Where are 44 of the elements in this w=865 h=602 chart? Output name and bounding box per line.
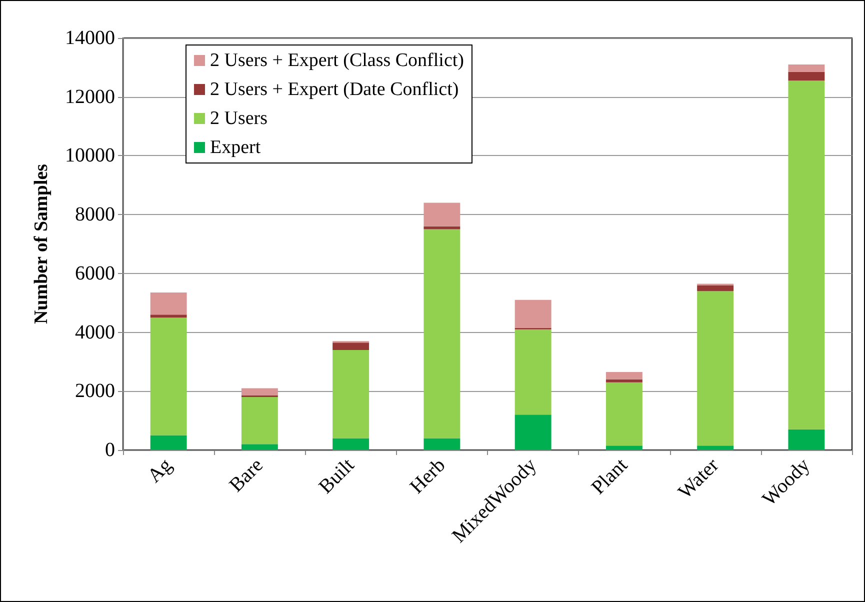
bar [606,382,642,446]
x-tick-label: Herb [406,454,450,498]
y-tick-label: 12000 [65,86,115,108]
bar [606,379,642,382]
bar [241,397,278,444]
bar [424,202,460,226]
bar [788,64,825,72]
bar [150,435,187,450]
bar [332,350,370,438]
bar [788,429,825,450]
y-axis-title: Number of Samples [31,164,52,324]
legend-label: 2 Users + Expert (Class Conflict) [210,50,464,71]
bar [697,291,734,446]
bar [241,388,278,396]
y-tick-label: 8000 [75,204,115,226]
bar [606,372,642,380]
y-tick-label: 10000 [65,144,115,167]
y-tick-label: 2000 [75,380,115,402]
legend-label: 2 Users [210,108,268,129]
bar [424,438,460,450]
bar [424,226,460,230]
bar [332,438,370,450]
bar [150,292,187,315]
y-tick-label: 14000 [65,27,115,49]
y-tick-label: 0 [105,439,115,461]
bar [332,342,370,350]
legend-label: 2 Users + Expert (Date Conflict) [210,79,459,100]
x-tick-label: Bare [225,454,268,496]
bar [514,329,552,415]
legend-label: Expert [210,137,262,158]
y-tick-label: 4000 [75,321,115,344]
bar [241,444,278,450]
y-tick-label: 6000 [75,262,115,284]
bar [514,300,552,328]
bar [514,414,552,450]
bar [606,446,642,450]
bar [150,318,187,436]
bar [788,72,825,81]
bar [788,80,825,430]
bar [697,446,734,450]
x-tick-label: Ag [144,454,176,488]
bar [150,314,187,318]
bar [697,285,734,292]
bar [424,229,460,438]
